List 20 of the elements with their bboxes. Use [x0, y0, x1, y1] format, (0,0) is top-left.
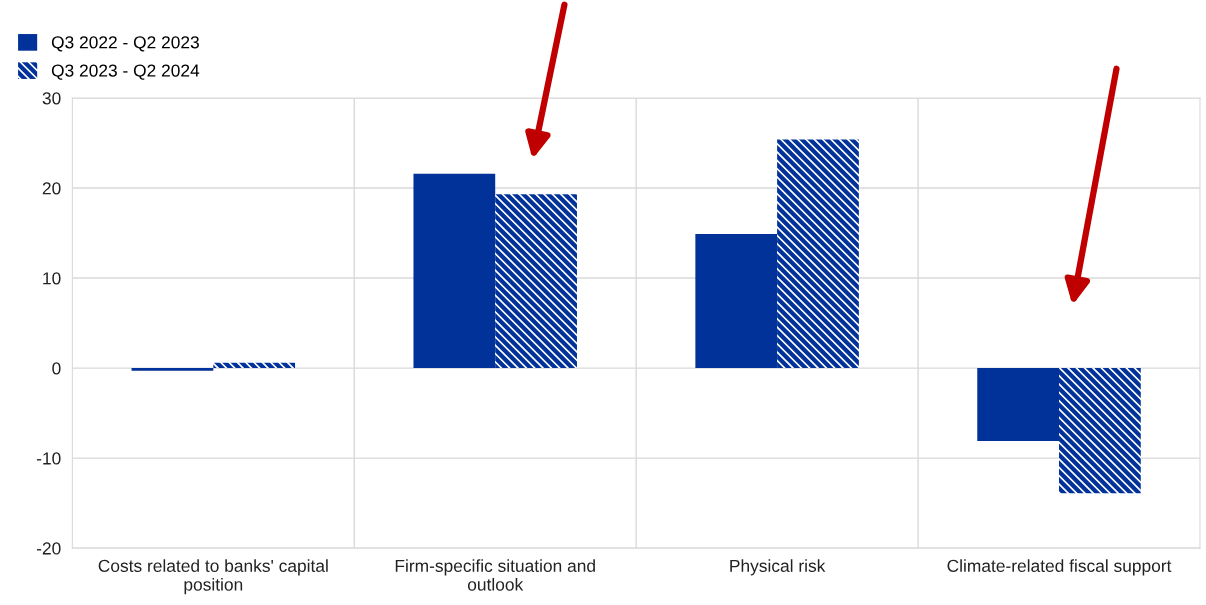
- bar: [1059, 368, 1141, 494]
- y-tick-label: -20: [36, 542, 61, 555]
- bar: [213, 362, 296, 369]
- bar: [777, 139, 859, 369]
- x-tick-label: Climate-related fiscal support: [947, 559, 1172, 576]
- y-tick-label: 30: [42, 92, 61, 105]
- x-tick-label: Costs related to banks' capital position: [98, 559, 328, 595]
- bar: [495, 194, 577, 369]
- y-tick-label: -10: [36, 452, 61, 465]
- bar: [977, 368, 1060, 441]
- bar: [695, 233, 778, 369]
- x-tick-label: Firm-specific situation and outlook: [395, 559, 595, 591]
- y-tick-label: 0: [52, 362, 61, 375]
- y-tick-label: 10: [43, 272, 61, 285]
- x-tick-label: Physical risk: [730, 559, 826, 576]
- legend-label: Q3 2023 - Q2 2024: [51, 64, 200, 80]
- legend-label: Q3 2022 - Q2 2023: [51, 36, 199, 52]
- bar: [413, 173, 496, 369]
- y-tick-label: 20: [42, 182, 61, 195]
- bar: [131, 368, 214, 371]
